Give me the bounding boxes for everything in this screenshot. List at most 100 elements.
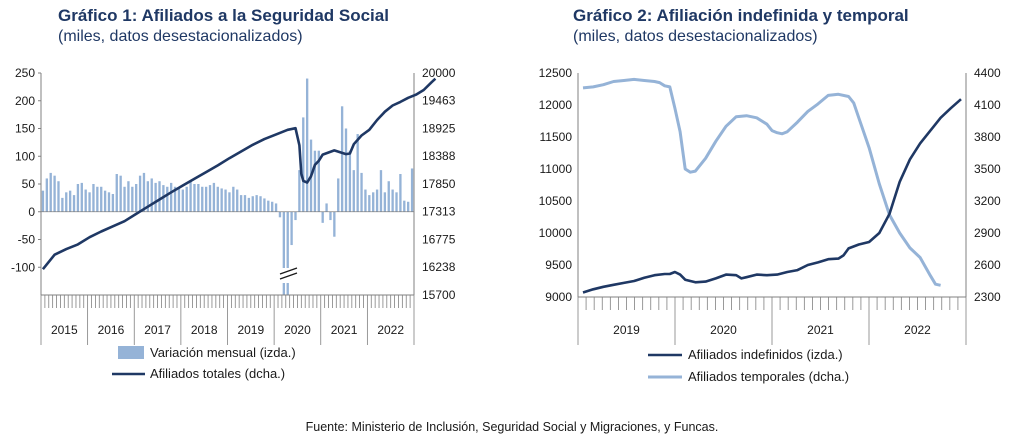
legend-swatch-variacion (118, 346, 144, 359)
variation-bar (372, 192, 375, 212)
variation-bar (61, 197, 64, 212)
variation-bar (193, 184, 196, 212)
y-left-tick-label: 11500 (540, 130, 573, 144)
variation-bar (150, 178, 153, 212)
variation-bar (267, 200, 270, 212)
variation-bar (263, 198, 266, 212)
variation-bar (103, 190, 107, 212)
chart2-svg: 12500 12000 11500 11000 10500 10000 9500 9000 44… (539, 66, 1001, 384)
variation-bar (302, 117, 305, 212)
y-left-tick-label: 9000 (545, 290, 572, 304)
y-right-tick-label: 2300 (974, 290, 1001, 304)
x-tick-label: 2020 (284, 323, 311, 337)
variation-bar (325, 203, 328, 212)
legend-label-totales: Afiliados totales (dcha.) (150, 366, 285, 381)
variation-bar (45, 178, 48, 212)
y-right-tick-label: 18388 (422, 149, 456, 163)
chart2-title: Gráfico 2: Afiliación indefinida y tempo… (573, 6, 909, 25)
variation-bar (407, 201, 410, 212)
variation-bar (255, 195, 258, 212)
chart1-subtitle: (miles, datos desestacionalizados) (58, 28, 303, 45)
variation-bar (65, 192, 68, 212)
variation-bar (403, 200, 406, 212)
variation-bar (107, 192, 111, 212)
y-left-tick-label: 10000 (539, 226, 573, 240)
variation-bar (333, 211, 336, 237)
variation-bar (282, 211, 286, 268)
variation-bar-broken (286, 283, 289, 295)
variation-bar (197, 184, 200, 212)
y-left-tick-label: 50 (22, 177, 36, 191)
y-left-tick-label: 11000 (540, 162, 573, 176)
variation-bar (131, 186, 134, 212)
variation-bar (154, 182, 157, 212)
variation-bar (88, 192, 91, 212)
variation-bar (208, 185, 212, 212)
variation-bar (212, 182, 216, 212)
variation-bar (181, 189, 184, 212)
variation-bar (278, 211, 282, 218)
y-left-tick-label: -100 (11, 260, 35, 274)
y-right-tick-label: 3200 (974, 194, 1001, 208)
y-left-tick-label: 10500 (539, 194, 573, 208)
variation-bar (84, 189, 87, 212)
variation-bar (317, 150, 320, 212)
afiliados-temporales-line (582, 77, 941, 287)
x-tick-label: 2022 (377, 323, 404, 337)
variation-bar (216, 186, 219, 212)
variation-bar (111, 193, 115, 212)
chart2-subtitle: (miles, datos desestacionalizados) (573, 28, 818, 45)
variation-bar (313, 150, 317, 212)
variation-bar (224, 189, 227, 212)
variation-bar (100, 186, 103, 212)
y-left-tick-label: 9500 (545, 258, 572, 272)
x-tick-label: 2019 (237, 323, 264, 337)
variation-bar (57, 181, 60, 212)
y-left-tick-label: 200 (15, 94, 35, 108)
x-tick-label: 2021 (331, 323, 358, 337)
variation-bar (201, 186, 204, 212)
variation-bar (247, 197, 251, 212)
variation-bar (360, 172, 363, 212)
x-tick-label: 2021 (807, 323, 834, 337)
variation-bar (158, 181, 161, 212)
variation-bar (356, 134, 359, 212)
chart1-title: Gráfico 1: Afiliados a la Seguridad Soci… (58, 6, 389, 25)
variation-bar (337, 178, 340, 212)
variation-bar (395, 192, 398, 212)
variation-bar (220, 188, 223, 212)
variation-bar (135, 184, 138, 212)
variation-bar (239, 195, 243, 212)
variation-bar (410, 168, 414, 212)
variation-bar (298, 170, 301, 212)
variation-bar (286, 211, 289, 268)
variation-bar (348, 150, 352, 212)
y-right-tick-label: 4400 (974, 66, 1001, 80)
variation-bar (251, 196, 254, 212)
x-tick-label: 2017 (144, 323, 171, 337)
axis-break-line (279, 267, 298, 275)
variation-bar (123, 186, 126, 212)
variation-bar (49, 172, 52, 212)
variation-bar-broken (282, 283, 286, 295)
variation-bar (352, 170, 355, 212)
variation-bar (274, 203, 278, 212)
variation-bar (383, 192, 387, 212)
variation-bar (146, 181, 150, 212)
variation-bar (228, 192, 231, 212)
variation-bar (259, 196, 262, 212)
variation-bar (321, 211, 324, 223)
variation-bar (72, 195, 76, 212)
variation-bar (290, 211, 293, 246)
variation-bar (344, 128, 348, 212)
variation-bar (364, 189, 367, 212)
variation-bar (115, 174, 118, 212)
y-left-tick-label: 12000 (539, 98, 573, 112)
y-left-tick-label: 150 (15, 122, 35, 136)
y-left-tick-label: 100 (15, 149, 35, 163)
y-right-tick-label: 19463 (422, 94, 456, 108)
y-left-tick-label: -50 (18, 233, 36, 247)
y-right-tick-label: 4100 (974, 98, 1001, 112)
y-right-tick-label: 16775 (422, 233, 456, 247)
y-right-tick-label: 15700 (422, 288, 456, 302)
